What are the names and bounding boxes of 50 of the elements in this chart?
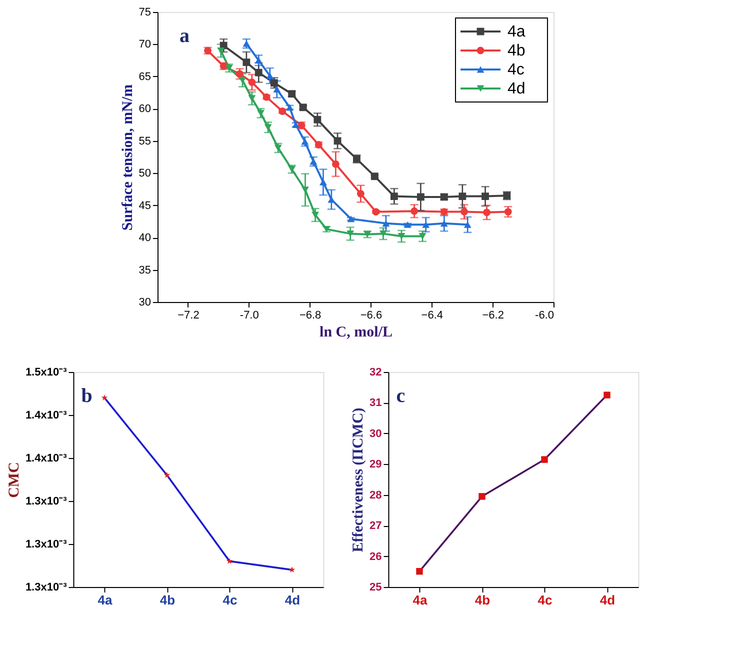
y-tick-label: 1.4x10⁻³ (25, 452, 68, 464)
y-tick-label: 25 (370, 582, 382, 594)
x-tick-label: −7.2 (178, 310, 200, 322)
y-axis-title: Effectiveness (ΠCMC) (350, 408, 367, 552)
y-tick-label: 45 (138, 200, 151, 212)
y-tick-label: 35 (138, 264, 151, 276)
legend-label: 4d (508, 80, 526, 98)
x-tick-label: -6.0 (535, 310, 554, 322)
x-tick-label: −6.6 (360, 310, 382, 322)
x-axis-title: ln C, mol/L (320, 324, 392, 340)
x-tick-label: 4d (284, 592, 300, 608)
x-tick-label: −6.4 (421, 310, 444, 322)
y-tick-label: 29 (370, 458, 382, 471)
annotation: c (396, 385, 406, 407)
y-tick-label: 1.5x10⁻³ (25, 366, 68, 378)
x-tick-label: -7.0 (240, 310, 259, 322)
y-tick-label: 1.3x10⁻³ (25, 496, 68, 508)
x-tick-label: 4c (538, 592, 552, 608)
y-tick-label: 40 (138, 232, 151, 244)
y-tick-label: 31 (370, 397, 382, 410)
y-tick-label: 70 (138, 38, 151, 51)
y-axis-title: Surface tension, mN/m (120, 84, 136, 231)
legend-label: 4c (508, 62, 524, 78)
x-tick-label: 4c (222, 592, 238, 608)
y-tick-label: 1.3x10⁻³ (25, 538, 68, 550)
y-tick-label: 50 (138, 168, 151, 180)
y-tick-label: 65 (138, 70, 151, 83)
y-tick-label: 60 (138, 103, 151, 116)
x-tick-label: 4b (474, 592, 490, 608)
y-tick-label: 28 (370, 489, 382, 502)
x-tick-label: 4b (160, 592, 176, 608)
y-tick-label: 30 (138, 296, 151, 308)
y-tick-label: 32 (370, 366, 382, 378)
x-tick-label: 4d (600, 592, 616, 608)
y-tick-label: 1.4x10⁻³ (25, 410, 68, 422)
x-tick-label: −6.2 (482, 310, 504, 322)
y-axis-title: CMC (6, 462, 22, 498)
y-tick-label: 27 (370, 520, 382, 532)
annotation: a (180, 25, 190, 47)
annotation: b (81, 385, 92, 407)
x-tick-label: 4a (98, 592, 113, 608)
y-tick-label: 30 (370, 428, 382, 440)
y-tick-label: 55 (138, 135, 151, 148)
legend-label: 4b (508, 42, 526, 60)
y-tick-label: 26 (370, 550, 382, 563)
y-tick-label: 1.3x10⁻³ (25, 582, 68, 594)
legend-label: 4a (508, 24, 526, 40)
x-tick-label: −6.8 (299, 310, 322, 322)
x-tick-label: 4a (412, 592, 428, 608)
y-tick-label: 75 (138, 6, 151, 18)
